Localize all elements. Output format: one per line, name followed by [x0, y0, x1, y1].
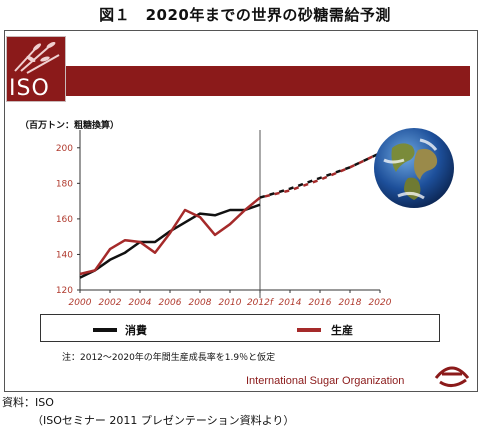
x-tick-label: 2006 — [159, 298, 182, 308]
x-tick-label: 2016 — [309, 298, 332, 308]
source-line: 資料：ISO — [2, 396, 54, 409]
y-tick-label: 120 — [56, 286, 73, 296]
x-tick-label: 2010 — [219, 298, 242, 308]
figure-title: 図１ 2020年までの世界の砂糖需給予測 — [99, 6, 391, 24]
y-tick-label: 200 — [56, 144, 73, 154]
y-tick-label: 180 — [56, 179, 73, 189]
organization-name: International Sugar Organization — [246, 375, 405, 387]
x-tick-label: 2012f — [247, 298, 275, 308]
x-tick-label: 2018 — [339, 298, 362, 308]
chart-legend: 消費 生産 — [40, 314, 440, 342]
y-tick-label: 140 — [56, 250, 73, 260]
chart-series — [79, 151, 381, 279]
forecast-line-0 — [259, 151, 381, 199]
iso-logo: ISO — [6, 36, 66, 102]
legend-label-production: 生産 — [331, 324, 353, 337]
legend-label-consumption: 消費 — [125, 324, 147, 337]
source-detail: （ISOセミナー 2011 プレゼンテーション資料より） — [32, 414, 295, 427]
x-tick-label: 2020 — [369, 298, 392, 308]
series-line-0 — [79, 203, 261, 279]
earth-globe-icon — [374, 128, 454, 208]
forecast-line-1 — [259, 151, 381, 199]
x-tick-label: 2002 — [99, 298, 122, 308]
x-tick-label: 2008 — [189, 298, 212, 308]
figure-frame — [4, 30, 478, 392]
x-tick-label: 2014 — [279, 298, 302, 308]
iso-emblem-icon — [434, 366, 470, 387]
logo-text: ISO — [9, 76, 50, 101]
series-line-1 — [79, 196, 261, 276]
y-tick-label: 160 — [56, 215, 73, 225]
x-tick-label: 2004 — [129, 298, 152, 308]
legend-swatch-production — [297, 328, 321, 332]
footnote: 注：2012〜2020年の年間生産成長率を1.9％と仮定 — [62, 353, 276, 363]
chart-ticks: 120 140 160 180 200 2000 2002 2004 2006 2008 2010 2… — [56, 144, 392, 308]
sugarcane-logo-icon — [14, 41, 60, 74]
x-tick-label: 2000 — [69, 298, 92, 308]
legend-swatch-consumption — [93, 328, 117, 332]
y-axis-unit-label: （百万トン：粗糖換算） — [20, 121, 120, 131]
chart-axes — [79, 130, 380, 298]
iso-banner — [10, 66, 470, 96]
